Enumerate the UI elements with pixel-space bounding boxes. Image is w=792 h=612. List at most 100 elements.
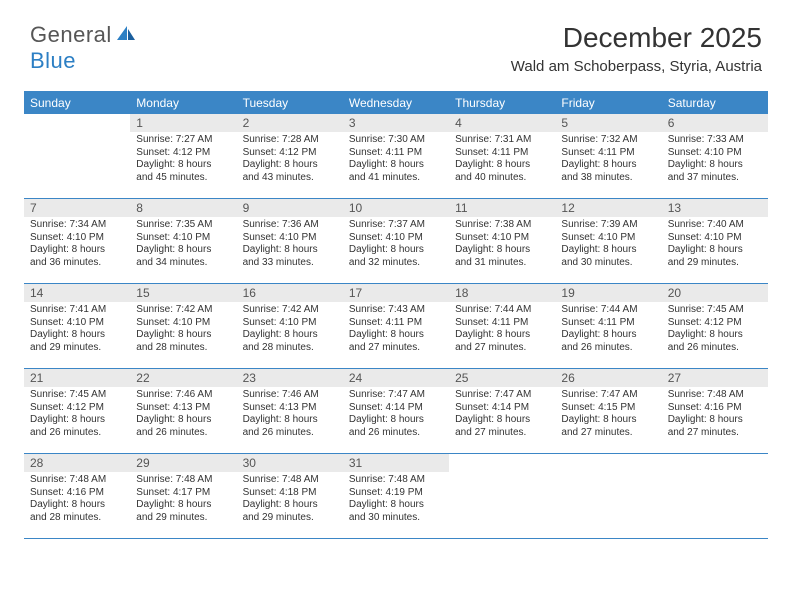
sunrise-text: Sunrise: 7:36 AM bbox=[243, 219, 337, 232]
sunset-text: Sunset: 4:13 PM bbox=[136, 402, 230, 415]
day-info: Sunrise: 7:48 AMSunset: 4:17 PMDaylight:… bbox=[130, 472, 236, 528]
day-number: 31 bbox=[343, 454, 449, 472]
logo-text: General Blue bbox=[30, 22, 137, 74]
sunset-text: Sunset: 4:14 PM bbox=[455, 402, 549, 415]
sunrise-text: Sunrise: 7:42 AM bbox=[136, 304, 230, 317]
daylight-text: Daylight: 8 hours and 30 minutes. bbox=[349, 499, 443, 524]
sunset-text: Sunset: 4:10 PM bbox=[349, 232, 443, 245]
sunset-text: Sunset: 4:16 PM bbox=[30, 487, 124, 500]
daylight-text: Daylight: 8 hours and 26 minutes. bbox=[136, 414, 230, 439]
day-cell bbox=[449, 454, 555, 538]
daylight-text: Daylight: 8 hours and 26 minutes. bbox=[349, 414, 443, 439]
day-number bbox=[24, 114, 130, 118]
sunset-text: Sunset: 4:10 PM bbox=[243, 317, 337, 330]
day-info: Sunrise: 7:41 AMSunset: 4:10 PMDaylight:… bbox=[24, 302, 130, 358]
day-info: Sunrise: 7:46 AMSunset: 4:13 PMDaylight:… bbox=[237, 387, 343, 443]
sunset-text: Sunset: 4:17 PM bbox=[136, 487, 230, 500]
day-info: Sunrise: 7:31 AMSunset: 4:11 PMDaylight:… bbox=[449, 132, 555, 188]
day-info: Sunrise: 7:33 AMSunset: 4:10 PMDaylight:… bbox=[662, 132, 768, 188]
daylight-text: Daylight: 8 hours and 26 minutes. bbox=[668, 329, 762, 354]
sunrise-text: Sunrise: 7:42 AM bbox=[243, 304, 337, 317]
day-cell: 10Sunrise: 7:37 AMSunset: 4:10 PMDayligh… bbox=[343, 199, 449, 283]
logo-sail-icon bbox=[115, 24, 137, 47]
day-number: 3 bbox=[343, 114, 449, 132]
sunrise-text: Sunrise: 7:40 AM bbox=[668, 219, 762, 232]
sunset-text: Sunset: 4:11 PM bbox=[349, 317, 443, 330]
day-info: Sunrise: 7:45 AMSunset: 4:12 PMDaylight:… bbox=[24, 387, 130, 443]
day-header-row: Sunday Monday Tuesday Wednesday Thursday… bbox=[24, 93, 768, 114]
day-cell: 25Sunrise: 7:47 AMSunset: 4:14 PMDayligh… bbox=[449, 369, 555, 453]
title-block: December 2025 Wald am Schoberpass, Styri… bbox=[511, 22, 762, 75]
sunrise-text: Sunrise: 7:43 AM bbox=[349, 304, 443, 317]
sunrise-text: Sunrise: 7:47 AM bbox=[455, 389, 549, 402]
logo-part1: General bbox=[30, 22, 112, 47]
sunrise-text: Sunrise: 7:47 AM bbox=[561, 389, 655, 402]
day-info: Sunrise: 7:37 AMSunset: 4:10 PMDaylight:… bbox=[343, 217, 449, 273]
day-cell: 8Sunrise: 7:35 AMSunset: 4:10 PMDaylight… bbox=[130, 199, 236, 283]
sunset-text: Sunset: 4:12 PM bbox=[243, 147, 337, 160]
day-number: 17 bbox=[343, 284, 449, 302]
location: Wald am Schoberpass, Styria, Austria bbox=[511, 58, 762, 75]
sunrise-text: Sunrise: 7:27 AM bbox=[136, 134, 230, 147]
day-cell: 11Sunrise: 7:38 AMSunset: 4:10 PMDayligh… bbox=[449, 199, 555, 283]
day-cell: 27Sunrise: 7:48 AMSunset: 4:16 PMDayligh… bbox=[662, 369, 768, 453]
daylight-text: Daylight: 8 hours and 29 minutes. bbox=[668, 244, 762, 269]
daylight-text: Daylight: 8 hours and 31 minutes. bbox=[455, 244, 549, 269]
sunset-text: Sunset: 4:10 PM bbox=[668, 232, 762, 245]
daylight-text: Daylight: 8 hours and 26 minutes. bbox=[243, 414, 337, 439]
sunrise-text: Sunrise: 7:47 AM bbox=[349, 389, 443, 402]
day-info: Sunrise: 7:27 AMSunset: 4:12 PMDaylight:… bbox=[130, 132, 236, 188]
daylight-text: Daylight: 8 hours and 30 minutes. bbox=[561, 244, 655, 269]
daylight-text: Daylight: 8 hours and 34 minutes. bbox=[136, 244, 230, 269]
day-number: 9 bbox=[237, 199, 343, 217]
day-cell: 21Sunrise: 7:45 AMSunset: 4:12 PMDayligh… bbox=[24, 369, 130, 453]
logo: General Blue bbox=[30, 22, 137, 74]
sunset-text: Sunset: 4:18 PM bbox=[243, 487, 337, 500]
day-number: 6 bbox=[662, 114, 768, 132]
day-number: 24 bbox=[343, 369, 449, 387]
day-info: Sunrise: 7:48 AMSunset: 4:19 PMDaylight:… bbox=[343, 472, 449, 528]
sunset-text: Sunset: 4:10 PM bbox=[136, 317, 230, 330]
day-info: Sunrise: 7:48 AMSunset: 4:16 PMDaylight:… bbox=[24, 472, 130, 528]
day-cell bbox=[662, 454, 768, 538]
day-number: 19 bbox=[555, 284, 661, 302]
day-cell: 7Sunrise: 7:34 AMSunset: 4:10 PMDaylight… bbox=[24, 199, 130, 283]
daylight-text: Daylight: 8 hours and 40 minutes. bbox=[455, 159, 549, 184]
sunrise-text: Sunrise: 7:46 AM bbox=[136, 389, 230, 402]
daylight-text: Daylight: 8 hours and 29 minutes. bbox=[136, 499, 230, 524]
sunrise-text: Sunrise: 7:38 AM bbox=[455, 219, 549, 232]
day-info: Sunrise: 7:34 AMSunset: 4:10 PMDaylight:… bbox=[24, 217, 130, 273]
daylight-text: Daylight: 8 hours and 45 minutes. bbox=[136, 159, 230, 184]
week-row: 1Sunrise: 7:27 AMSunset: 4:12 PMDaylight… bbox=[24, 114, 768, 199]
day-cell: 23Sunrise: 7:46 AMSunset: 4:13 PMDayligh… bbox=[237, 369, 343, 453]
day-info: Sunrise: 7:45 AMSunset: 4:12 PMDaylight:… bbox=[662, 302, 768, 358]
daylight-text: Daylight: 8 hours and 27 minutes. bbox=[668, 414, 762, 439]
day-cell: 20Sunrise: 7:45 AMSunset: 4:12 PMDayligh… bbox=[662, 284, 768, 368]
day-info: Sunrise: 7:48 AMSunset: 4:18 PMDaylight:… bbox=[237, 472, 343, 528]
day-number: 12 bbox=[555, 199, 661, 217]
day-info: Sunrise: 7:47 AMSunset: 4:14 PMDaylight:… bbox=[449, 387, 555, 443]
day-info: Sunrise: 7:47 AMSunset: 4:14 PMDaylight:… bbox=[343, 387, 449, 443]
sunrise-text: Sunrise: 7:45 AM bbox=[668, 304, 762, 317]
sunset-text: Sunset: 4:10 PM bbox=[243, 232, 337, 245]
sunrise-text: Sunrise: 7:33 AM bbox=[668, 134, 762, 147]
sunrise-text: Sunrise: 7:48 AM bbox=[243, 474, 337, 487]
day-info: Sunrise: 7:30 AMSunset: 4:11 PMDaylight:… bbox=[343, 132, 449, 188]
daylight-text: Daylight: 8 hours and 37 minutes. bbox=[668, 159, 762, 184]
day-info: Sunrise: 7:48 AMSunset: 4:16 PMDaylight:… bbox=[662, 387, 768, 443]
day-number: 23 bbox=[237, 369, 343, 387]
sunset-text: Sunset: 4:12 PM bbox=[30, 402, 124, 415]
sunrise-text: Sunrise: 7:48 AM bbox=[136, 474, 230, 487]
day-header: Friday bbox=[555, 93, 661, 114]
calendar: Sunday Monday Tuesday Wednesday Thursday… bbox=[24, 91, 768, 539]
day-info: Sunrise: 7:43 AMSunset: 4:11 PMDaylight:… bbox=[343, 302, 449, 358]
day-cell: 16Sunrise: 7:42 AMSunset: 4:10 PMDayligh… bbox=[237, 284, 343, 368]
logo-part2: Blue bbox=[30, 48, 76, 73]
week-row: 28Sunrise: 7:48 AMSunset: 4:16 PMDayligh… bbox=[24, 454, 768, 539]
daylight-text: Daylight: 8 hours and 28 minutes. bbox=[136, 329, 230, 354]
day-number: 16 bbox=[237, 284, 343, 302]
day-cell: 15Sunrise: 7:42 AMSunset: 4:10 PMDayligh… bbox=[130, 284, 236, 368]
day-cell: 24Sunrise: 7:47 AMSunset: 4:14 PMDayligh… bbox=[343, 369, 449, 453]
day-cell: 9Sunrise: 7:36 AMSunset: 4:10 PMDaylight… bbox=[237, 199, 343, 283]
sunset-text: Sunset: 4:15 PM bbox=[561, 402, 655, 415]
